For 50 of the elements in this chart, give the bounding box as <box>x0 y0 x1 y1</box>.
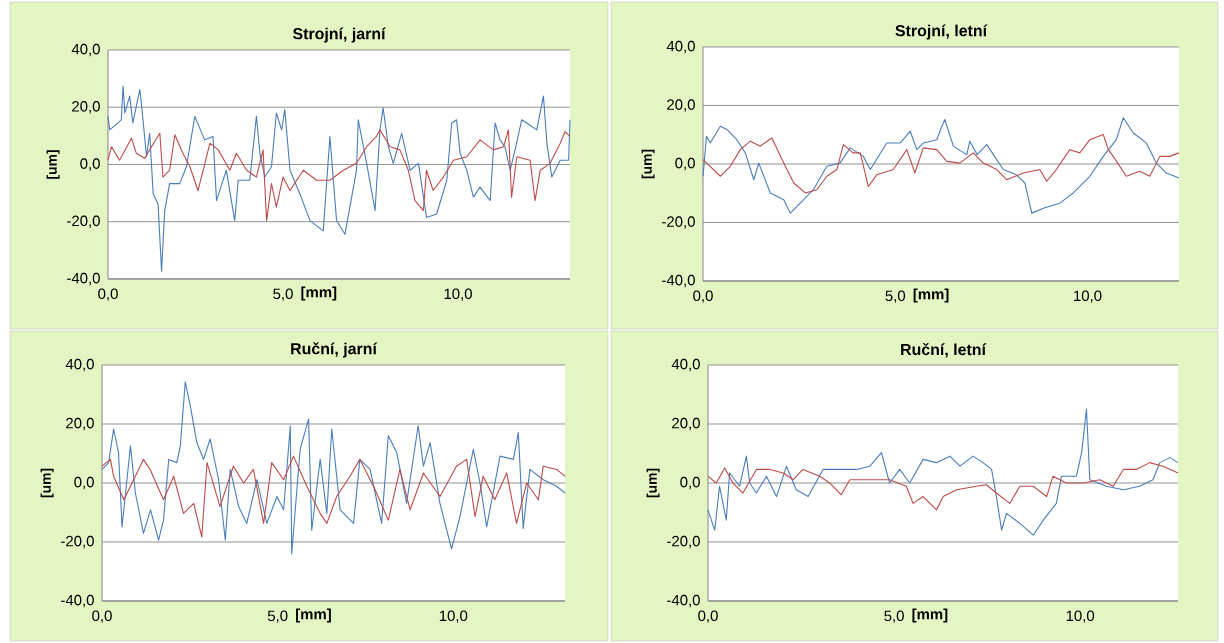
x-axis-title: [mm] <box>301 286 337 301</box>
y-axis-title: [um] <box>46 150 60 179</box>
line-series <box>101 381 566 555</box>
x-tick-label: 10,0 <box>439 610 468 623</box>
x-tick-label: 0,0 <box>698 610 718 623</box>
y-tick-label: -20,0 <box>667 535 700 549</box>
line-series <box>107 129 571 222</box>
x-tick-label: 5,0 <box>267 610 288 623</box>
chart-title: Strojní, jarní <box>292 27 386 43</box>
line-series <box>702 133 1180 194</box>
y-axis-title: [um] <box>646 468 660 498</box>
line-series <box>101 455 566 538</box>
x-axis-title: [mm] <box>296 608 331 623</box>
y-tick-label: 40,0 <box>671 358 700 372</box>
y-axis-title: [um] <box>641 149 655 179</box>
x-tick-label: 10,0 <box>1074 290 1102 303</box>
x-axis-title: [mm] <box>913 288 949 303</box>
y-tick-label: 0,0 <box>680 476 700 490</box>
y-tick-label: 0,0 <box>675 157 695 171</box>
x-tick-label: 5,0 <box>884 610 904 623</box>
y-tick-label: 40,0 <box>65 358 94 372</box>
y-tick-label: 20,0 <box>66 417 94 431</box>
y-tick-label: -20,0 <box>662 216 695 229</box>
y-tick-label: -20,0 <box>61 535 94 549</box>
chart-title: Strojní, letní <box>895 24 988 40</box>
chart-title: Ruční, jarní <box>291 342 378 358</box>
x-tick-label: 10,0 <box>444 288 472 301</box>
x-tick-label: 5,0 <box>273 288 293 301</box>
y-tick-label: -40,0 <box>667 594 700 608</box>
x-axis-title: [mm] <box>912 608 948 623</box>
y-tick-label: 40,0 <box>666 40 695 54</box>
x-tick-label: 0,0 <box>92 610 112 623</box>
y-tick-label: 0,0 <box>80 158 100 171</box>
y-tick-label: 20,0 <box>667 99 695 112</box>
y-tick-label: 20,0 <box>672 417 700 431</box>
line-series <box>107 85 571 272</box>
x-tick-label: 5,0 <box>885 290 906 303</box>
line-series <box>702 117 1180 214</box>
x-tick-label: 0,0 <box>98 288 118 301</box>
y-tick-label: 0,0 <box>74 476 94 490</box>
y-tick-label: 20,0 <box>72 101 100 114</box>
x-tick-label: 0,0 <box>693 290 713 303</box>
x-tick-label: 10,0 <box>1066 610 1095 623</box>
y-tick-label: -20,0 <box>67 215 100 228</box>
y-tick-label: 40,0 <box>71 43 100 57</box>
y-axis-title: [um] <box>40 468 54 498</box>
y-tick-label: -40,0 <box>67 272 100 286</box>
y-tick-label: -40,0 <box>662 274 695 288</box>
y-tick-label: -40,0 <box>61 594 94 608</box>
chart-title: Ruční, letní <box>901 343 987 358</box>
